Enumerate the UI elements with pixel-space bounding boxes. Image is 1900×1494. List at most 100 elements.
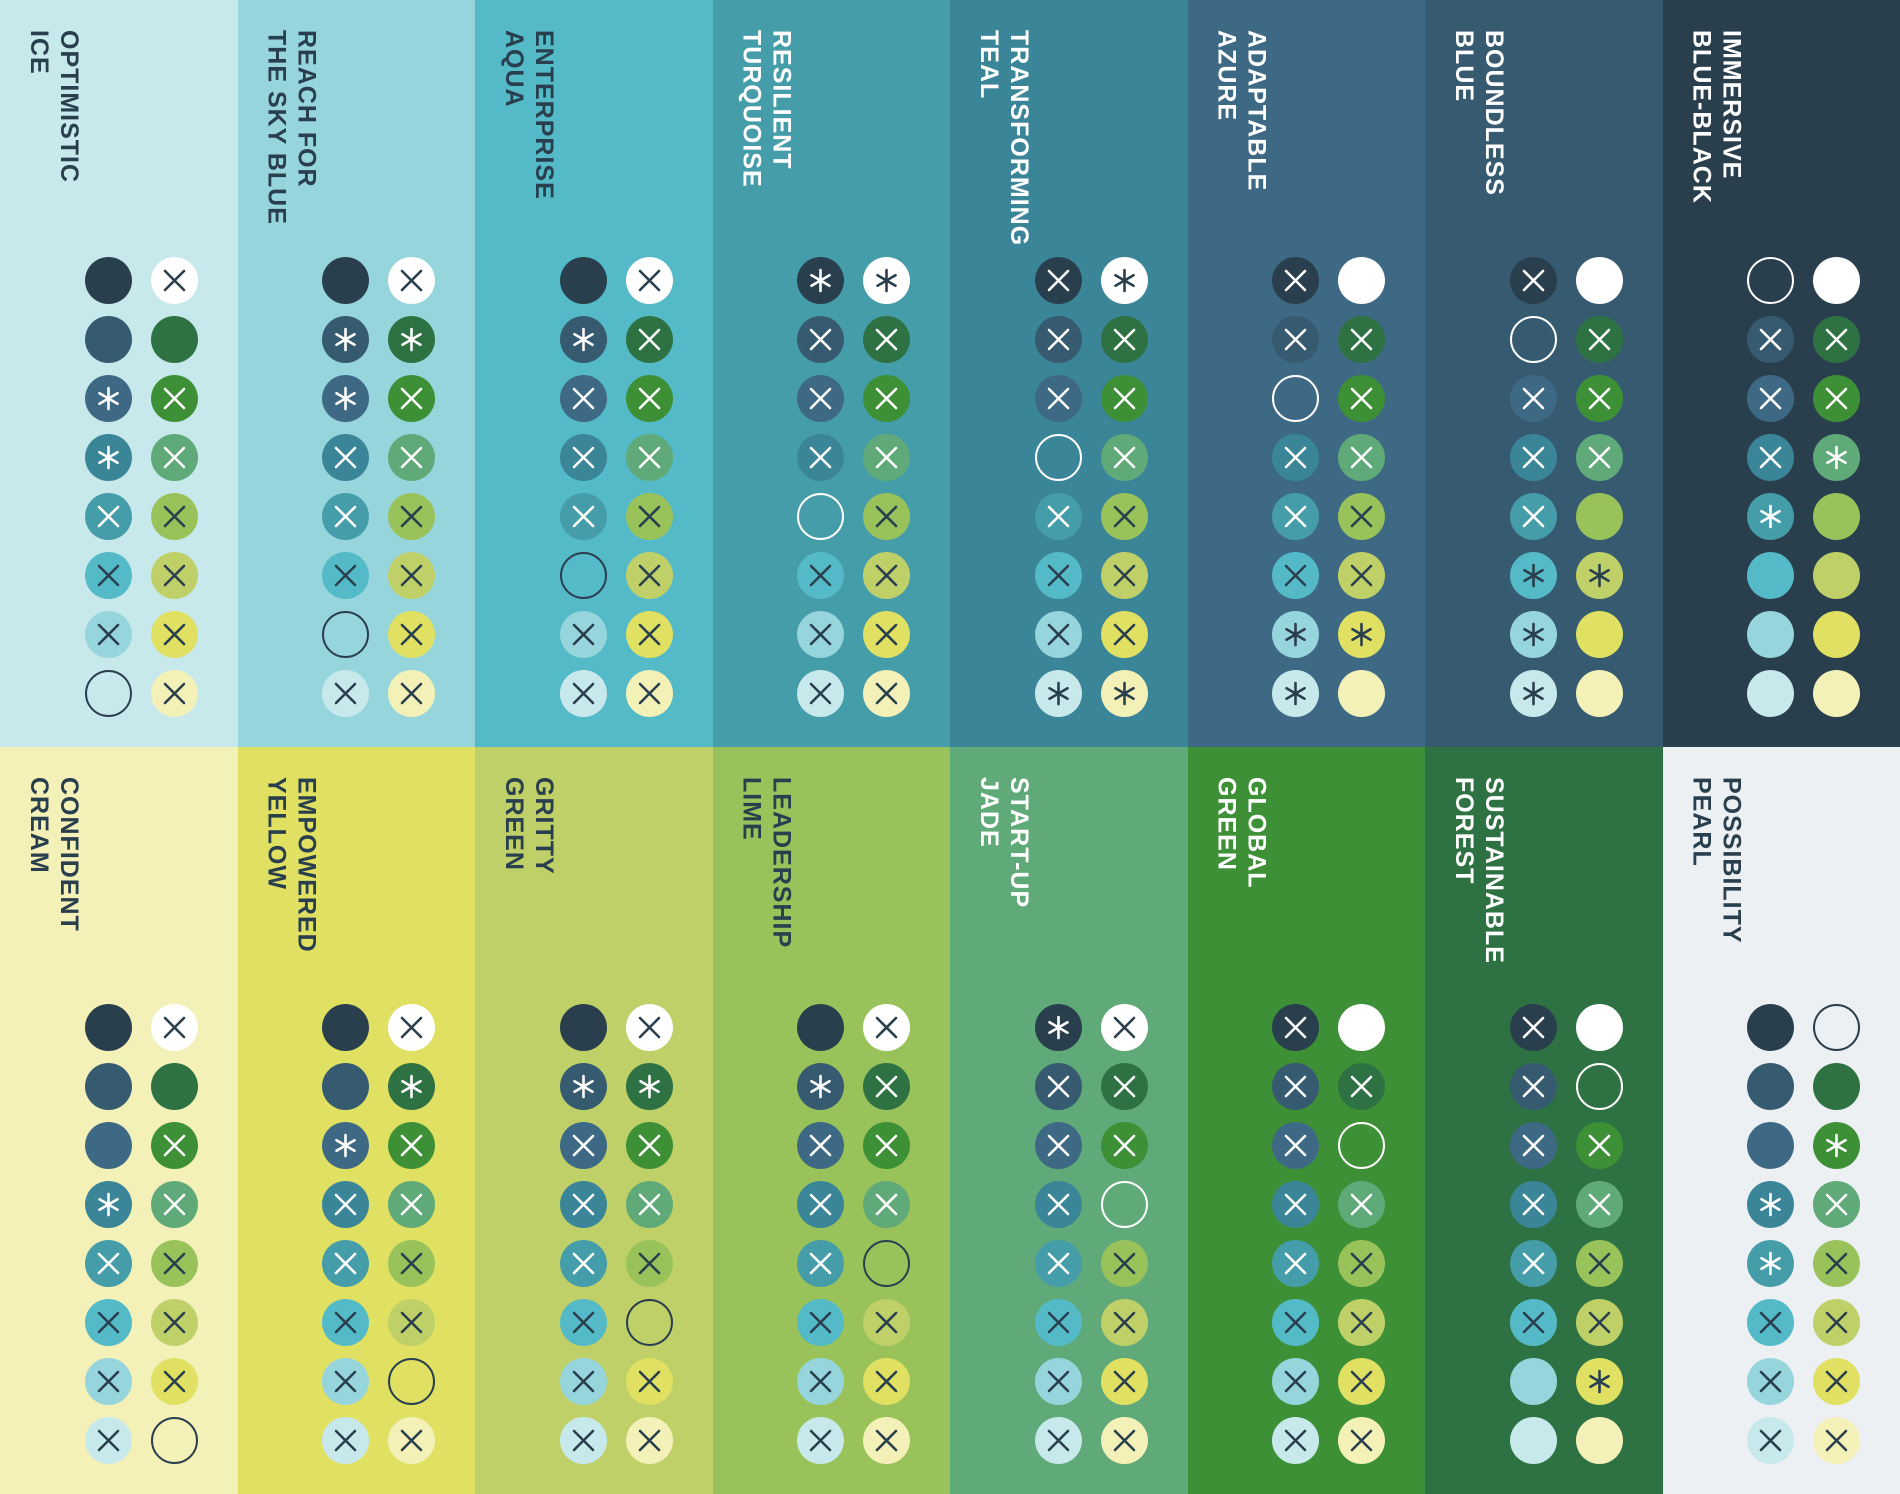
cross-icon bbox=[638, 1429, 660, 1451]
swatch-left-1 bbox=[84, 256, 132, 304]
swatch-right-4 bbox=[1100, 433, 1148, 481]
swatch-outline-ring bbox=[1509, 315, 1557, 363]
swatch-right-6 bbox=[388, 1298, 435, 1346]
swatch-right-7 bbox=[863, 1357, 910, 1405]
swatch-right-8 bbox=[863, 1416, 910, 1464]
cross-icon bbox=[1047, 269, 1069, 291]
cross-icon bbox=[638, 328, 660, 350]
swatch-right-2 bbox=[1813, 315, 1860, 363]
swatch-left-7 bbox=[559, 1357, 607, 1405]
cross-icon bbox=[1284, 1134, 1307, 1156]
swatch-right-6 bbox=[388, 551, 435, 599]
swatch-left-1 bbox=[797, 1003, 844, 1051]
asterisk-icon bbox=[335, 1133, 356, 1157]
cross-icon bbox=[1284, 564, 1307, 586]
swatch-right-1 bbox=[863, 1003, 910, 1051]
swatch-right-1 bbox=[1575, 1003, 1623, 1051]
cross-icon bbox=[97, 1311, 119, 1333]
cross-icon bbox=[334, 505, 357, 527]
cross-icon bbox=[1047, 505, 1069, 527]
swatch-left-4 bbox=[84, 1180, 132, 1228]
swatch-left-5 bbox=[1747, 1239, 1794, 1287]
cross-icon bbox=[1350, 328, 1373, 350]
palette-panel-adaptable-azure: ADAPTABLE AZURE bbox=[1187, 0, 1427, 747]
swatch-right-3 bbox=[1338, 374, 1385, 422]
swatch-right-8 bbox=[1813, 1416, 1860, 1464]
swatch-left-4 bbox=[84, 433, 132, 481]
cross-icon bbox=[1588, 446, 1610, 468]
asterisk-icon bbox=[1522, 681, 1544, 705]
swatch-right-5 bbox=[150, 1239, 198, 1287]
cross-icon bbox=[97, 1370, 119, 1392]
cross-icon bbox=[334, 682, 357, 704]
swatch-right-2 bbox=[150, 1062, 198, 1110]
asterisk-icon bbox=[1826, 445, 1847, 469]
cross-icon bbox=[1759, 1370, 1782, 1392]
swatch-left-7 bbox=[797, 610, 844, 658]
swatch-left-2 bbox=[1272, 1062, 1319, 1110]
cross-icon bbox=[334, 1311, 357, 1333]
swatch-right-4 bbox=[863, 433, 910, 481]
cross-icon bbox=[638, 387, 660, 409]
swatch-left-1 bbox=[559, 1003, 607, 1051]
swatch-right-4 bbox=[1813, 1180, 1860, 1228]
cross-icon bbox=[1350, 505, 1373, 527]
cross-icon bbox=[1825, 387, 1848, 409]
palette-title: ENTERPRISE AQUA bbox=[500, 30, 558, 200]
swatch-right-2 bbox=[1813, 1062, 1860, 1110]
asterisk-icon bbox=[1760, 504, 1781, 528]
swatch-right-1 bbox=[625, 256, 673, 304]
swatch-right-6 bbox=[150, 1298, 198, 1346]
swatch-right-7 bbox=[863, 610, 910, 658]
cross-icon bbox=[1284, 1016, 1307, 1038]
swatch-right-8 bbox=[1338, 669, 1385, 717]
swatch-right-4 bbox=[150, 433, 198, 481]
cross-icon bbox=[638, 1134, 660, 1156]
cross-icon bbox=[809, 1311, 832, 1333]
swatch-left-8 bbox=[1747, 669, 1794, 717]
cross-icon bbox=[400, 1134, 423, 1156]
swatch-left-8 bbox=[559, 669, 607, 717]
swatch-right-7 bbox=[1575, 610, 1623, 658]
swatch-left-8 bbox=[1747, 1416, 1794, 1464]
palette-panel-reach-for-the-sky-blue: REACH FOR THE SKY BLUE bbox=[237, 0, 477, 747]
cross-icon bbox=[809, 1134, 832, 1156]
swatch-left-6 bbox=[1747, 551, 1794, 599]
cross-icon bbox=[1113, 387, 1135, 409]
palette-title: LEADERSHIP LIME bbox=[737, 777, 796, 949]
cross-icon bbox=[163, 1370, 185, 1392]
swatch-left-1 bbox=[1034, 256, 1082, 304]
cross-icon bbox=[1284, 269, 1307, 291]
swatch-right-8 bbox=[625, 1416, 673, 1464]
swatch-left-1 bbox=[84, 1003, 132, 1051]
cross-icon bbox=[1588, 387, 1610, 409]
asterisk-icon bbox=[572, 327, 594, 351]
swatch-right-4 bbox=[1338, 433, 1385, 481]
palette-title: EMPOWERED YELLOW bbox=[262, 777, 321, 953]
palette-title: BOUNDLESS BLUE bbox=[1450, 30, 1508, 196]
swatch-right-3 bbox=[1813, 1121, 1860, 1169]
cross-icon bbox=[400, 1429, 423, 1451]
swatch-outline-ring bbox=[1813, 1003, 1860, 1051]
cross-icon bbox=[1350, 1311, 1373, 1333]
swatch-left-8 bbox=[1272, 669, 1319, 717]
palette-title: CONFIDENT CREAM bbox=[25, 777, 83, 932]
asterisk-icon bbox=[810, 268, 831, 292]
cross-icon bbox=[163, 505, 185, 527]
cross-icon bbox=[1047, 328, 1069, 350]
swatch-left-8 bbox=[1272, 1416, 1319, 1464]
swatch-left-1 bbox=[1272, 1003, 1319, 1051]
cross-icon bbox=[875, 564, 898, 586]
swatch-left-7 bbox=[1509, 1357, 1557, 1405]
swatch-left-3 bbox=[1509, 1121, 1557, 1169]
swatch-left-8 bbox=[1034, 1416, 1082, 1464]
swatch-left-5 bbox=[559, 492, 607, 540]
swatch-outline-ring bbox=[625, 1298, 673, 1346]
swatch-right-5 bbox=[1575, 1239, 1623, 1287]
palette-title: GLOBAL GREEN bbox=[1212, 777, 1271, 889]
cross-icon bbox=[400, 269, 423, 291]
swatch-left-6 bbox=[1509, 1298, 1557, 1346]
swatch-right-8 bbox=[150, 669, 198, 717]
cross-icon bbox=[1047, 1075, 1069, 1097]
swatch-right-7 bbox=[1813, 610, 1860, 658]
